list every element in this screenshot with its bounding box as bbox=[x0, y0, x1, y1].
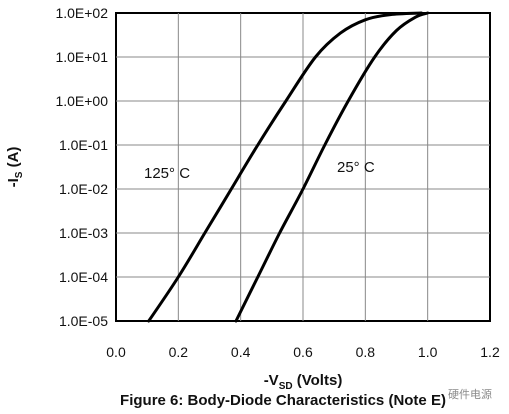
y-tick-label: 1.0E+01 bbox=[55, 49, 108, 65]
y-tick-label: 1.0E-01 bbox=[59, 137, 108, 153]
x-tick-label: 0.6 bbox=[293, 344, 313, 360]
x-tick-label: 0.4 bbox=[231, 344, 251, 360]
x-tick-label: 0.2 bbox=[169, 344, 189, 360]
watermark: 硬件电源 bbox=[448, 387, 492, 401]
x-tick-label: 1.0 bbox=[418, 344, 438, 360]
y-tick-label: 1.0E-02 bbox=[59, 181, 108, 197]
y-tick-label: 1.0E-04 bbox=[59, 269, 108, 285]
y-axis-title: -IS (A) bbox=[5, 147, 25, 188]
y-tick-label: 1.0E+02 bbox=[55, 5, 108, 21]
series-lines bbox=[147, 11, 430, 323]
annotation-125c: 125° C bbox=[144, 165, 190, 182]
x-tick-labels: 0.0 0.2 0.4 0.6 0.8 1.0 1.2 bbox=[106, 344, 500, 360]
y-tick-label: 1.0E-03 bbox=[59, 225, 108, 241]
figure-caption: Figure 6: Body-Diode Characteristics (No… bbox=[120, 392, 446, 409]
y-tick-label: 1.0E+00 bbox=[55, 93, 108, 109]
x-tick-label: 1.2 bbox=[480, 344, 500, 360]
y-tick-labels: 1.0E-05 1.0E-04 1.0E-03 1.0E-02 1.0E-01 1.0E+… bbox=[55, 5, 108, 329]
annotation-25c: 25° C bbox=[337, 159, 375, 176]
x-tick-label: 0.0 bbox=[106, 344, 126, 360]
series-line-25c bbox=[234, 11, 430, 323]
series-line-125c bbox=[147, 11, 423, 323]
x-axis-title: -VSD (Volts) bbox=[264, 372, 343, 392]
grid bbox=[116, 13, 490, 321]
y-tick-label: 1.0E-05 bbox=[59, 313, 108, 329]
x-tick-label: 0.8 bbox=[356, 344, 376, 360]
